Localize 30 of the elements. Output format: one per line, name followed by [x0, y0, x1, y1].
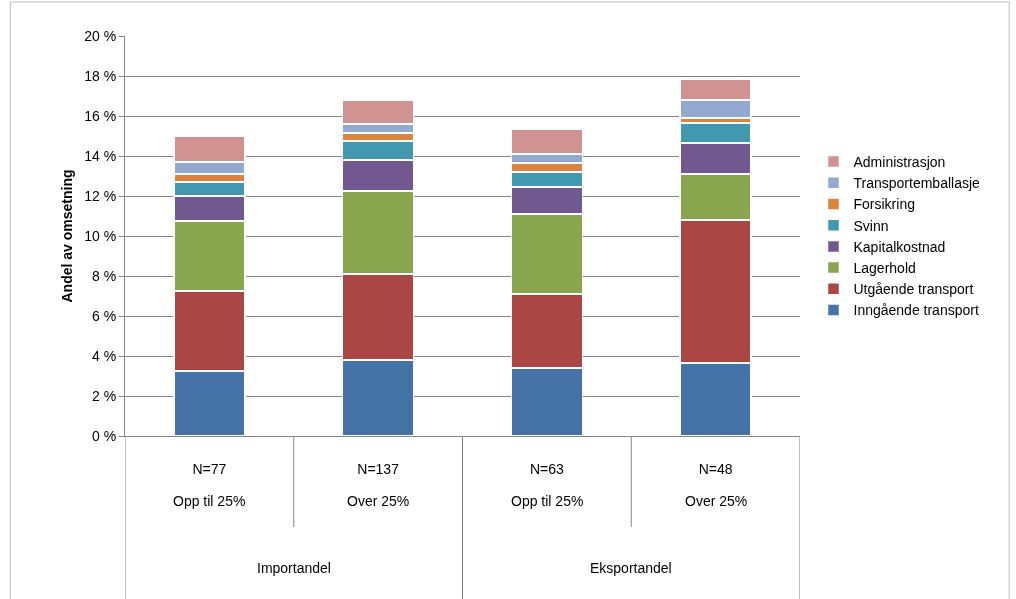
text: Over 25% — [685, 493, 748, 509]
legend-label: Lagerhold — [853, 260, 916, 277]
legend-label: Inngående transport — [853, 302, 979, 319]
x-tick-label: N=77 — [192, 460, 227, 477]
x-tick-label: N=137 — [357, 460, 400, 477]
text: Importandel — [257, 560, 331, 576]
legend-label: Transportemballasje — [853, 175, 981, 192]
legend-label: Kapitalkostnad — [853, 238, 946, 255]
y-tick-label: 6 % — [92, 307, 117, 324]
legend-label: Administrasjon — [853, 154, 946, 171]
legend-label: Utgående transport — [853, 281, 974, 298]
y-tick-label: 0 % — [92, 427, 117, 444]
text: Over 25% — [347, 493, 410, 509]
y-axis-title: Andel av omsetning — [58, 169, 75, 303]
y-tick-label: 16 % — [84, 107, 117, 124]
y-tick-label: 10 % — [84, 227, 117, 244]
legend-label: Forsikring — [853, 196, 915, 213]
y-tick-label: 8 % — [92, 267, 117, 284]
y-tick-label: 2 % — [92, 387, 117, 404]
text: Opp til 25% — [511, 493, 584, 509]
y-tick-label: 14 % — [84, 147, 117, 164]
text: Opp til 25% — [173, 493, 246, 509]
y-tick-label: 12 % — [84, 187, 117, 204]
y-tick-label: 4 % — [92, 347, 117, 364]
y-tick-label: 20 % — [84, 27, 117, 44]
text: Eksportandel — [590, 560, 672, 576]
x-tick-label: N=63 — [529, 460, 565, 477]
x-tick-label: N=48 — [698, 460, 733, 477]
legend-label: Svinn — [853, 217, 889, 234]
y-tick-label: 18 % — [84, 67, 117, 84]
